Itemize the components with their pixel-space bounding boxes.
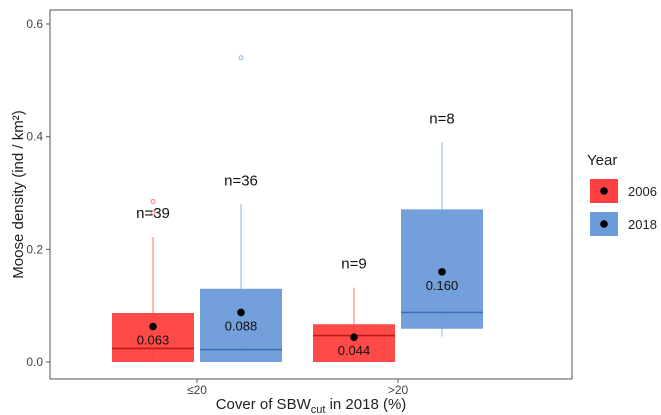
sample-size-label: n=8 <box>429 110 454 127</box>
x-axis-title: Cover of SBWcut in 2018 (%) <box>216 396 407 415</box>
legend-mean-point <box>600 187 608 195</box>
y-axis-title: Moose density (ind / km²) <box>10 110 27 278</box>
outlier-point <box>238 55 244 61</box>
sample-size-label: n=9 <box>341 256 366 273</box>
iqr-box <box>112 312 194 362</box>
y-tick-label: 0.4 <box>26 130 43 144</box>
legend-item-2018: 2018 <box>590 212 657 236</box>
y-tick-label: 0.2 <box>26 242 43 256</box>
outlier-point <box>150 210 156 216</box>
panel-border <box>49 9 573 380</box>
mean-label: 0.160 <box>426 278 459 293</box>
mean-point <box>438 268 446 276</box>
legend-label: 2018 <box>628 217 657 232</box>
legend: Year 2006 2018 <box>587 152 657 236</box>
y-tick-label: 0.6 <box>26 17 43 31</box>
x-tick-label: ≤20 <box>187 383 207 397</box>
legend-item-2006: 2006 <box>590 179 657 203</box>
sample-size-label: n=39 <box>136 205 170 222</box>
box-le20-2006: 0.063 n=39 <box>112 198 194 362</box>
box-le20-2018: 0.088 n=36 <box>200 55 282 362</box>
outlier-point <box>150 198 156 204</box>
legend-mean-point <box>600 220 608 228</box>
sample-size-label: n=36 <box>224 172 258 189</box>
legend-title: Year <box>587 152 617 169</box>
plot-area: 0.063 n=39 0.088 n=36 0.044 n=9 0.160 n=8 <box>112 55 483 362</box>
mean-point <box>237 308 245 317</box>
legend-label: 2006 <box>628 184 657 199</box>
iqr-box <box>313 324 395 362</box>
box-gt20-2018: 0.160 n=8 <box>401 110 483 337</box>
mean-label: 0.044 <box>338 343 371 358</box>
y-tick-label: 0.0 <box>26 355 43 369</box>
mean-label: 0.088 <box>225 318 258 333</box>
mean-point <box>149 322 157 331</box>
mean-point <box>350 333 358 342</box>
box-gt20-2006: 0.044 n=9 <box>313 256 395 362</box>
x-tick-label: >20 <box>388 383 409 397</box>
mean-label: 0.063 <box>137 333 170 348</box>
